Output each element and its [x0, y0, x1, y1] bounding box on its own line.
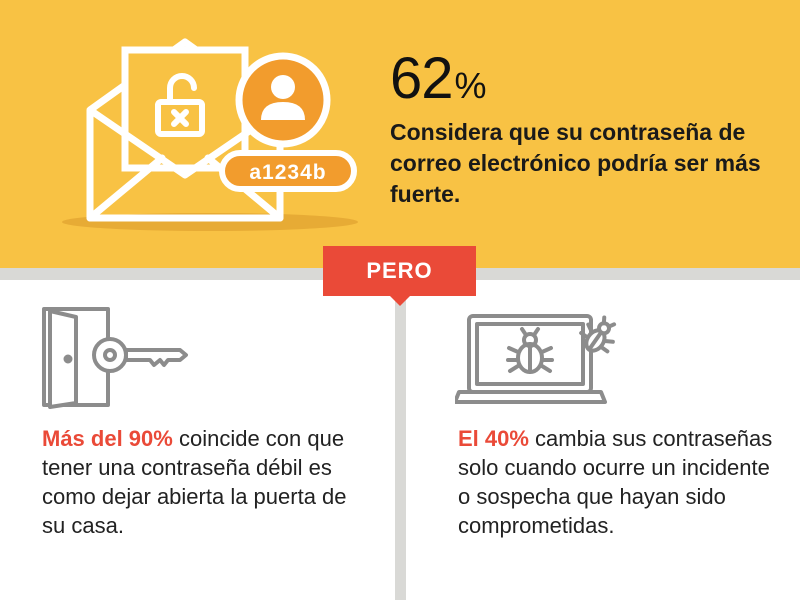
laptop-bug-icon	[455, 314, 617, 404]
key-icon	[92, 337, 188, 373]
fact-incident: El 40% cambia sus contraseñas solo cuand…	[458, 424, 778, 540]
column-divider	[395, 280, 406, 600]
fact-text: coincide con que tener una contraseña dé…	[42, 426, 347, 538]
pero-badge: PERO	[323, 246, 476, 296]
password-tag-text: a1234b	[249, 161, 326, 184]
fact-door: Más del 90% coincide con que tener una c…	[42, 424, 372, 540]
email-envelope-icon: a1234b	[62, 38, 358, 231]
bug-icon	[506, 327, 554, 374]
door-key-icon	[42, 307, 188, 409]
escaping-bug-icon	[579, 315, 617, 354]
door-panel	[48, 309, 78, 409]
stat-number: 62	[390, 46, 454, 111]
stat-unit: %	[454, 65, 487, 106]
badge-pointer	[389, 295, 411, 306]
unlocked-lock-icon	[155, 73, 205, 137]
stat-description: Considera que su contraseña de correo el…	[390, 119, 761, 207]
laptop-base	[455, 390, 607, 404]
password-tag: a1234b	[219, 150, 357, 192]
fact-highlight: Más del 90%	[42, 426, 173, 451]
user-avatar-icon	[235, 52, 331, 148]
fact-highlight: El 40%	[458, 426, 529, 451]
stat-value: 62%	[390, 50, 487, 108]
fact-text: cambia sus contraseñas solo cuando ocurr…	[458, 426, 773, 538]
